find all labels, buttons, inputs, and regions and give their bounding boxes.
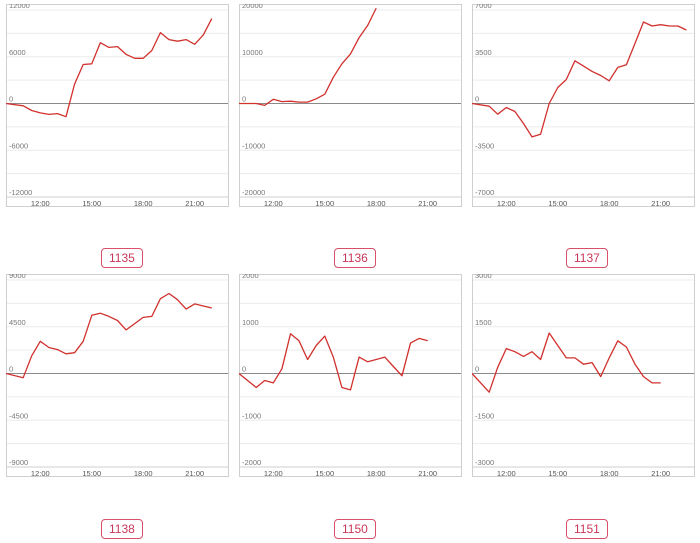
line-chart: 12000 6000 0 -6000 -12000 12:00 15:00 18:00 21:0…	[6, 4, 229, 207]
x-tick-label: 18:00	[134, 199, 153, 207]
x-tick-label: 15:00	[82, 199, 101, 207]
y-tick-label: -3000	[475, 458, 494, 467]
x-tick-label: 12:00	[264, 199, 283, 207]
y-tick-label: -1500	[475, 411, 494, 420]
chart-frame	[6, 4, 229, 207]
series-line	[472, 21, 687, 138]
series-line	[472, 332, 661, 393]
chart-label-badge[interactable]: 1136	[334, 248, 376, 268]
chart-label-badge[interactable]: 1137	[566, 248, 608, 268]
chart-frame	[239, 4, 462, 207]
x-tick-label: 15:00	[315, 199, 334, 207]
chart-label-badge[interactable]: 1151	[566, 519, 608, 539]
y-tick-label: -20000	[242, 188, 265, 197]
x-tick-label: 18:00	[367, 469, 386, 477]
chart-panel: 20000 10000 0 -10000 -20000 12:00 15:00 18:00 21…	[239, 4, 462, 207]
x-tick-label: 12:00	[264, 469, 283, 477]
x-tick-label: 21:00	[418, 469, 437, 477]
series-line	[6, 292, 212, 379]
y-tick-label: -7000	[475, 188, 494, 197]
y-tick-label: -10000	[242, 141, 265, 150]
y-tick-label: 12000	[9, 4, 30, 10]
chart-panel: 2000 1000 0 -1000 -2000 12:00 15:00 18:00 21:00	[239, 274, 462, 477]
chart-panel: 9000 4500 0 -4500 -9000 12:00 15:00 18:00 21:00	[6, 274, 229, 477]
x-tick-label: 12:00	[31, 199, 50, 207]
x-tick-label: 15:00	[548, 199, 567, 207]
y-tick-label: -6000	[9, 141, 28, 150]
chart-label-badge[interactable]: 1135	[101, 248, 143, 268]
x-tick-label: 21:00	[418, 199, 437, 207]
y-tick-label: -4500	[9, 411, 28, 420]
y-tick-label: -1000	[242, 411, 261, 420]
y-tick-label: 7000	[475, 4, 492, 10]
chart-frame	[472, 4, 695, 207]
y-tick-label: -12000	[9, 188, 32, 197]
y-tick-label: 3500	[475, 48, 492, 57]
x-tick-label: 15:00	[315, 469, 334, 477]
x-tick-label: 18:00	[367, 199, 386, 207]
y-tick-label: 10000	[242, 48, 263, 57]
y-tick-label: -3500	[475, 141, 494, 150]
chart-frame	[6, 274, 229, 477]
x-tick-label: 18:00	[600, 199, 619, 207]
y-tick-label: -2000	[242, 458, 261, 467]
chart-label-badge[interactable]: 1138	[101, 519, 143, 539]
y-tick-label: 20000	[242, 4, 263, 10]
x-tick-label: 21:00	[185, 469, 204, 477]
x-tick-label: 21:00	[651, 469, 670, 477]
line-chart: 20000 10000 0 -10000 -20000 12:00 15:00 18:00 21…	[239, 4, 462, 207]
y-tick-label: 3000	[475, 274, 492, 280]
chart-frame	[239, 274, 462, 477]
chart-panel: 12000 6000 0 -6000 -12000 12:00 15:00 18:00 21:0…	[6, 4, 229, 207]
x-tick-label: 15:00	[82, 469, 101, 477]
y-tick-label: 1500	[475, 318, 492, 327]
chart-panel: 7000 3500 0 -3500 -7000 12:00 15:00 18:00 21:00	[472, 4, 695, 207]
series-line	[239, 7, 377, 107]
y-tick-label: 0	[475, 365, 479, 374]
x-tick-label: 18:00	[600, 469, 619, 477]
y-tick-label: 9000	[9, 274, 26, 280]
series-line	[6, 18, 213, 118]
y-tick-label: -9000	[9, 458, 28, 467]
y-tick-label: 0	[242, 95, 246, 104]
x-tick-label: 12:00	[497, 199, 516, 207]
y-tick-label: 0	[9, 95, 13, 104]
series-line	[239, 333, 428, 391]
chart-label-badge[interactable]: 1150	[334, 519, 376, 539]
y-tick-label: 2000	[242, 274, 259, 280]
y-tick-label: 0	[242, 365, 246, 374]
y-tick-label: 0	[475, 95, 479, 104]
chart-frame	[472, 274, 695, 477]
x-tick-label: 21:00	[185, 199, 204, 207]
chart-panel: 3000 1500 0 -1500 -3000 12:00 15:00 18:00 21:00	[472, 274, 695, 477]
x-tick-label: 12:00	[31, 469, 50, 477]
y-tick-label: 0	[9, 365, 13, 374]
x-tick-label: 15:00	[548, 469, 567, 477]
y-tick-label: 4500	[9, 318, 26, 327]
x-tick-label: 12:00	[497, 469, 516, 477]
x-tick-label: 21:00	[651, 199, 670, 207]
y-tick-label: 6000	[9, 48, 26, 57]
y-tick-label: 1000	[242, 318, 259, 327]
x-tick-label: 18:00	[134, 469, 153, 477]
